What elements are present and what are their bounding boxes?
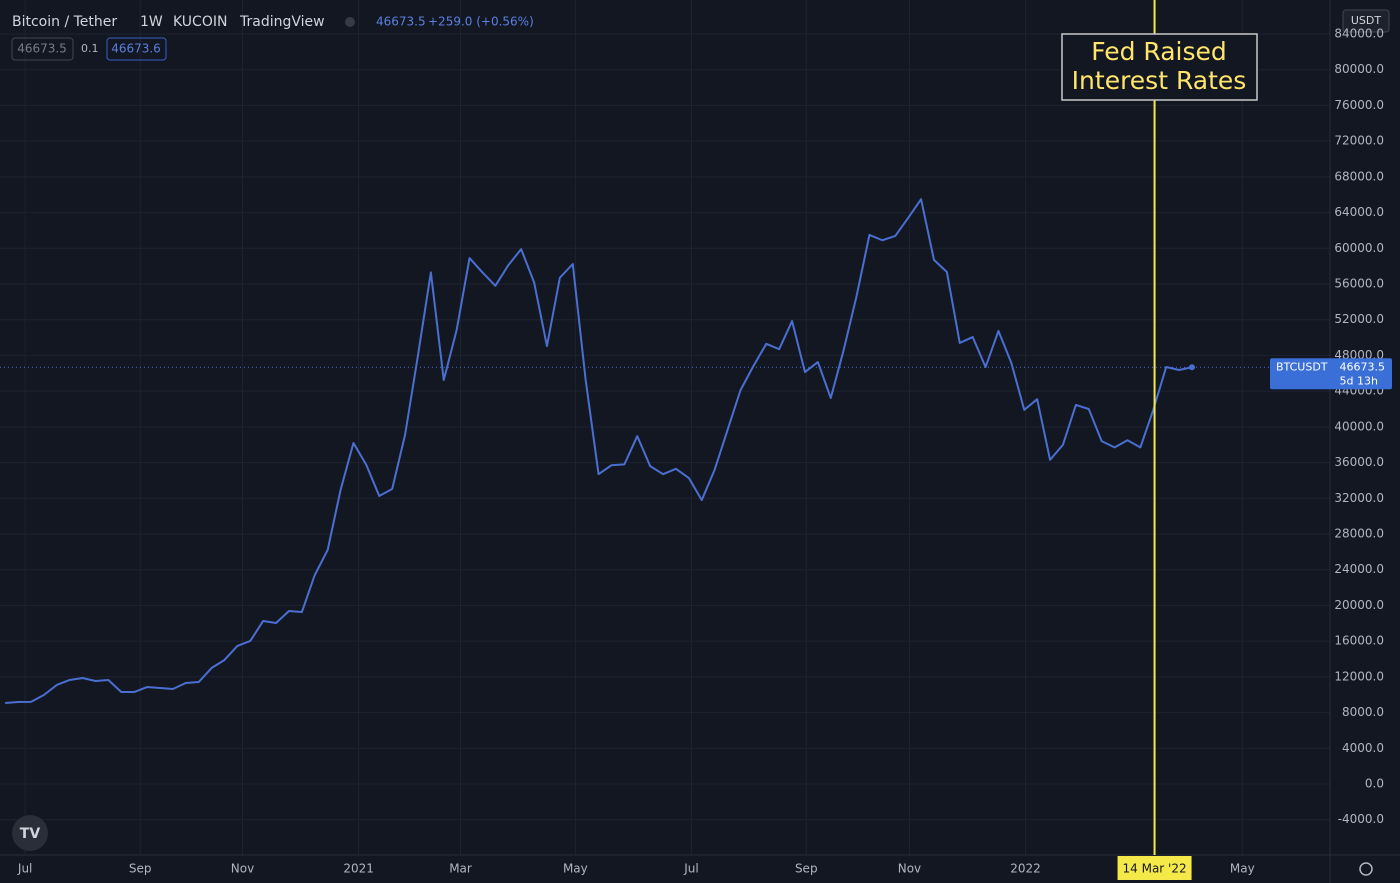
x-tick-label: Sep	[795, 862, 818, 876]
y-tick-label: 16000.0	[1334, 634, 1384, 648]
series-name: BTCUSDT	[1276, 360, 1328, 373]
price-label: 46673.5	[1340, 360, 1386, 373]
plot	[0, 0, 1330, 855]
y-tick-label: 60000.0	[1334, 241, 1384, 255]
ask-box[interactable]	[106, 37, 167, 61]
interval: 1W	[140, 14, 163, 30]
x-tick-label: Mar	[449, 862, 472, 876]
y-tick-label: 24000.0	[1334, 562, 1384, 576]
annotation-box	[1061, 33, 1258, 101]
source: TradingView	[239, 14, 325, 30]
price-label-box	[1270, 358, 1392, 390]
y-tick-label: 12000.0	[1334, 669, 1384, 683]
status-dot	[345, 17, 355, 27]
bid-box[interactable]	[11, 37, 74, 61]
event-date-box	[1117, 856, 1192, 880]
y-tick-label: 68000.0	[1334, 169, 1384, 183]
exchange: KUCOIN	[173, 14, 227, 30]
ask: 46673.6	[111, 42, 161, 56]
x-tick-label: Sep	[129, 862, 152, 876]
price-change: +259.0 (+0.56%)	[428, 15, 534, 29]
y-tick-label: 64000.0	[1334, 205, 1384, 219]
x-tick-label: May	[563, 862, 588, 876]
price-line	[5, 198, 1193, 705]
svg-text:TV: TV	[20, 826, 41, 842]
step: 0.1	[81, 42, 99, 55]
tv-logo: TV	[12, 815, 48, 851]
settings-icon[interactable]	[1359, 862, 1373, 876]
x-tick-label: Jul	[683, 862, 698, 876]
annotation: Interest Rates	[1072, 66, 1247, 95]
y-tick-label: 76000.0	[1334, 98, 1384, 112]
event-date: 14 Mar '22	[1123, 862, 1187, 876]
currency: USDT	[1351, 14, 1382, 27]
annotation: Fed Raised	[1091, 37, 1227, 66]
x-tick-label: 2022	[1010, 862, 1041, 876]
y-tick-label: 84000.0	[1334, 27, 1384, 41]
y-tick-label: 56000.0	[1334, 277, 1384, 291]
y-tick-label: 72000.0	[1334, 134, 1384, 148]
y-tick-label: 80000.0	[1334, 62, 1384, 76]
y-tick-label: -4000.0	[1338, 812, 1384, 826]
y-tick-label: 0.0	[1365, 777, 1384, 791]
x-tick-label: 2021	[343, 862, 374, 876]
y-tick-label: 32000.0	[1334, 491, 1384, 505]
y-tick-label: 20000.0	[1334, 598, 1384, 612]
y-tick-label: 40000.0	[1334, 419, 1384, 433]
y-tick-label: 36000.0	[1334, 455, 1384, 469]
x-tick-label: Nov	[231, 862, 254, 876]
last-point	[1188, 364, 1195, 371]
symbol: Bitcoin / Tether	[12, 14, 117, 30]
y-tick-label: 4000.0	[1342, 741, 1384, 755]
bid: 46673.5	[17, 42, 67, 56]
last-price: 46673.5	[376, 15, 426, 29]
y-tick-label: 52000.0	[1334, 312, 1384, 326]
y-tick-label: 28000.0	[1334, 527, 1384, 541]
currency-button[interactable]	[1342, 9, 1390, 33]
countdown: 5d 13h	[1340, 374, 1378, 387]
y-tick-label: 8000.0	[1342, 705, 1384, 719]
x-tick-label: Nov	[898, 862, 921, 876]
x-tick-label: Jul	[17, 862, 32, 876]
x-tick-label: May	[1230, 862, 1255, 876]
